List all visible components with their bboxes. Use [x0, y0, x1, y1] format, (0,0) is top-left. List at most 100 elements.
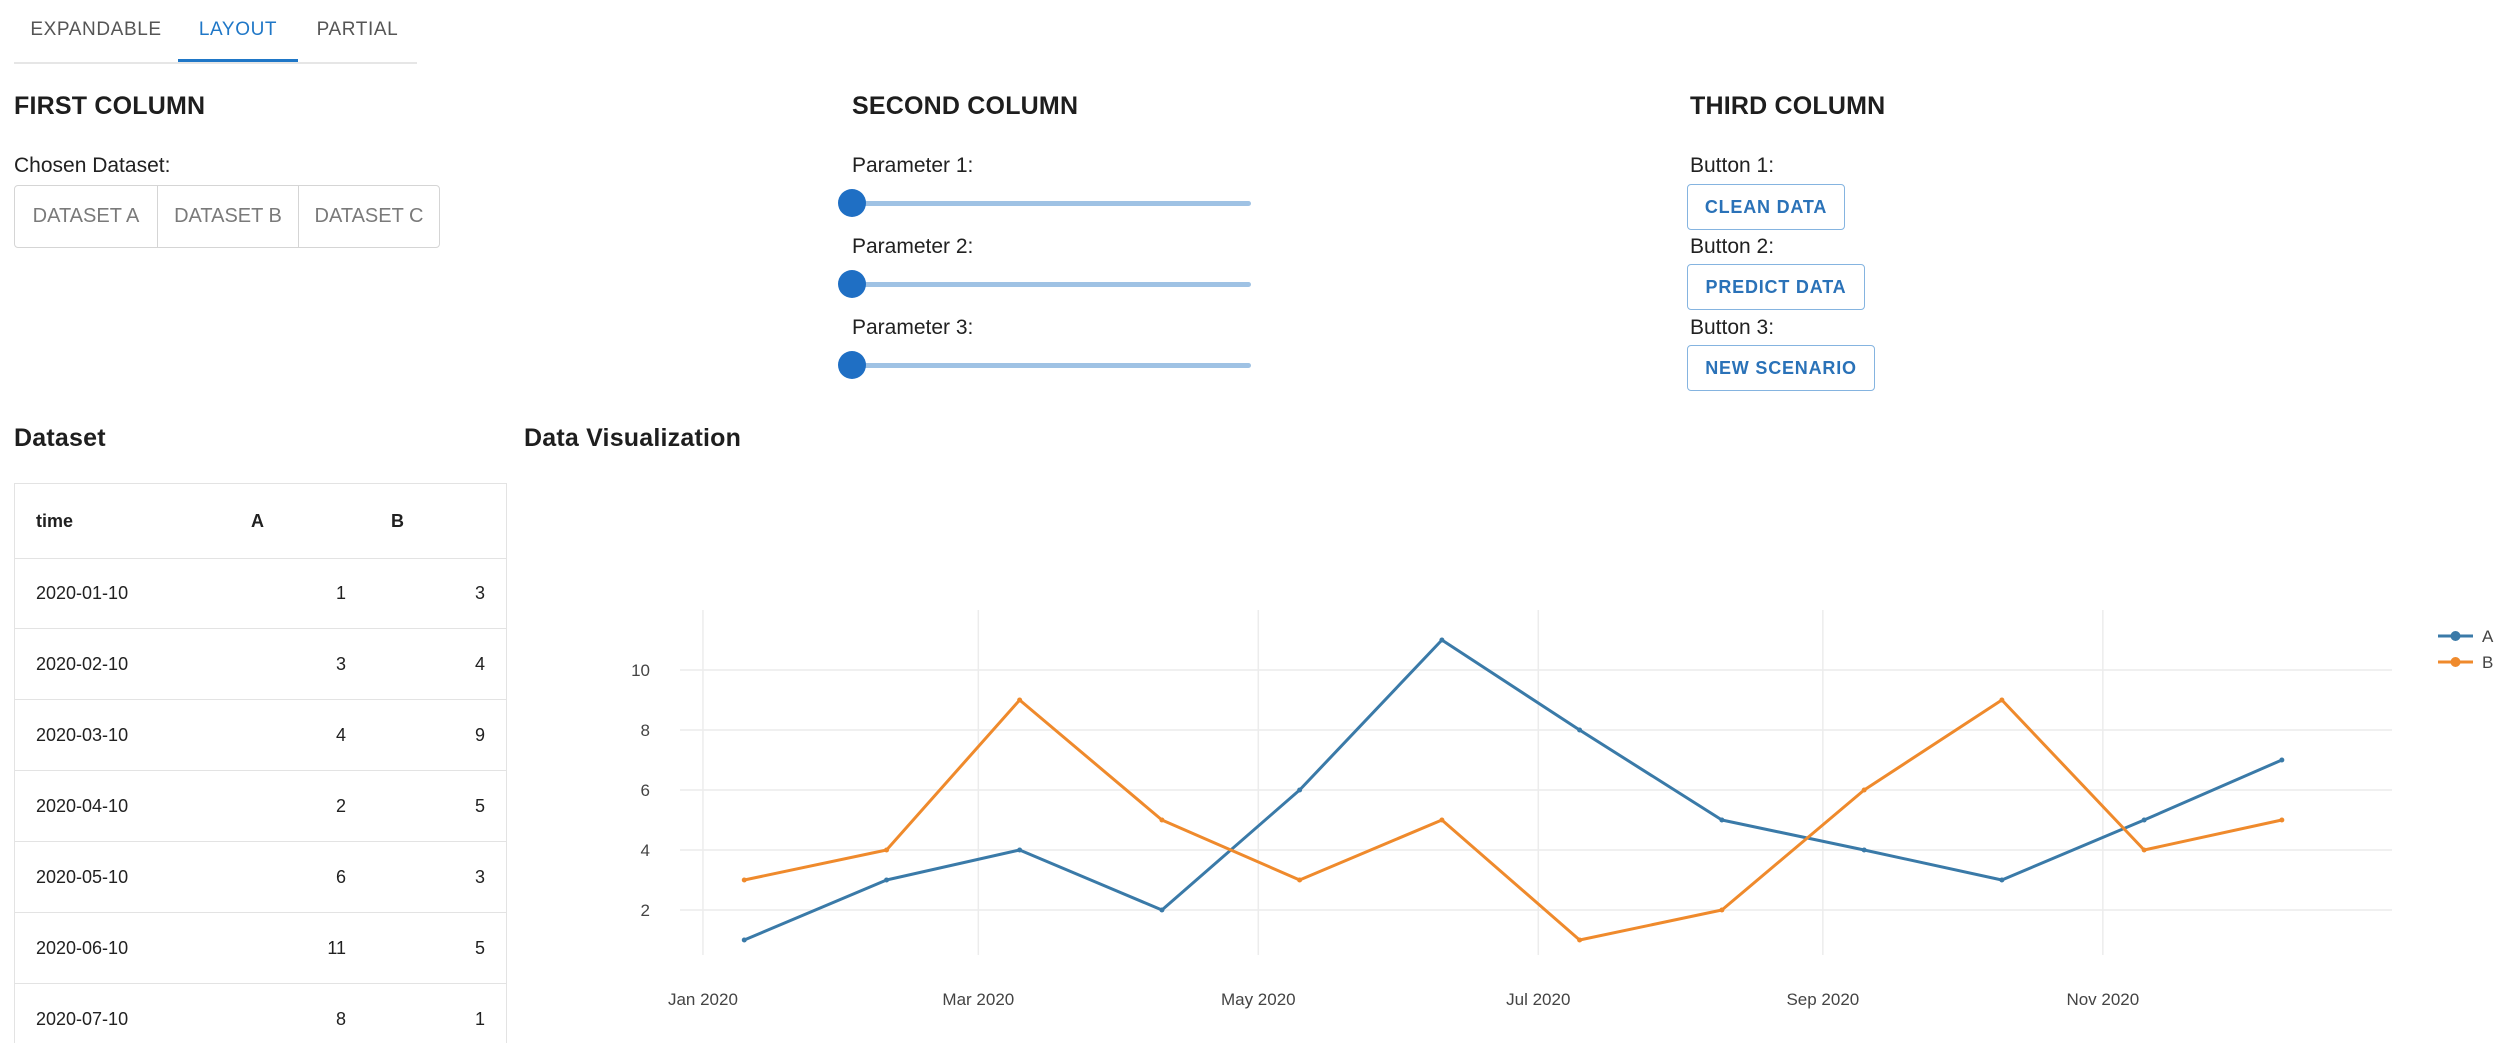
table-row: 2020-05-10 6 3 [15, 842, 506, 913]
parameter-1-label: Parameter 1: [852, 154, 974, 177]
cell-time: 2020-03-10 [36, 724, 129, 745]
table-row: 2020-04-10 2 5 [15, 771, 506, 842]
cell-b: 9 [474, 724, 485, 745]
cell-a: 11 [327, 937, 346, 958]
series-a-point [741, 937, 747, 943]
predict-data-button[interactable]: PREDICT DATA [1687, 264, 1865, 310]
cell-time: 2020-01-10 [36, 582, 129, 603]
cell-a: 1 [335, 582, 346, 603]
x-tick-label: May 2020 [1221, 990, 1296, 1009]
legend-label-a: A [2482, 627, 2494, 646]
x-tick-label: Jan 2020 [668, 990, 738, 1009]
table-row: 2020-06-10 11 5 [15, 913, 506, 984]
series-a-point [1999, 877, 2005, 883]
series-a-point [2279, 757, 2285, 763]
dataset-c-toggle[interactable]: DATASET C [314, 205, 424, 227]
dataset-toggle-group: DATASET A DATASET B DATASET C [14, 185, 440, 248]
dataset-b-toggle[interactable]: DATASET B [158, 186, 299, 247]
clean-data-button[interactable]: CLEAN DATA [1687, 184, 1845, 230]
series-a-point [1577, 727, 1583, 733]
slider-thumb[interactable] [838, 351, 866, 379]
parameter-1-slider[interactable] [838, 188, 1251, 218]
parameter-2-slider[interactable] [838, 269, 1251, 299]
chart-lines [743, 638, 2283, 942]
cell-time: 2020-04-10 [36, 795, 129, 816]
parameter-3-label: Parameter 3: [852, 316, 974, 339]
series-b-point [1861, 787, 1867, 793]
legend-swatch-marker [2450, 657, 2461, 667]
dataset-title: Dataset [14, 424, 106, 452]
cell-b: 5 [474, 937, 485, 958]
parameter-3-slider[interactable] [838, 350, 1251, 380]
series-b-point [1017, 697, 1023, 703]
cell-time: 2020-05-10 [36, 866, 129, 887]
series-b-point [1297, 877, 1303, 883]
column-header-time[interactable]: time [36, 510, 74, 531]
visualization-title: Data Visualization [524, 424, 742, 452]
slider-rail[interactable] [852, 363, 1251, 368]
table-row: 2020-07-10 8 1 [15, 984, 506, 1054]
tab-partial[interactable]: PARTIAL [316, 19, 399, 40]
series-b-point [1577, 937, 1583, 943]
series-b-point [884, 847, 890, 853]
series-b-line [743, 698, 2283, 942]
column-header-b[interactable]: B [391, 510, 404, 531]
cell-b: 4 [474, 653, 485, 674]
button-1-label: Button 1: [1690, 154, 1775, 177]
slider-rail[interactable] [852, 282, 1251, 287]
series-a-point [1439, 637, 1445, 643]
x-tick-label: Sep 2020 [1786, 990, 1859, 1009]
dataset-table: time A B 2020-01-10 1 3 2020-02-10 3 4 2… [14, 483, 507, 1043]
table-row: 2020-02-10 3 4 [15, 629, 506, 700]
x-tick-label: Nov 2020 [2066, 990, 2139, 1009]
chart-ticks: Jan 2020 Mar 2020 May 2020 Jul 2020 Sep 2020… [631, 661, 2139, 1009]
button-2-label: Button 2: [1690, 235, 1775, 258]
slider-thumb[interactable] [838, 270, 866, 298]
series-a-point [1297, 787, 1303, 793]
cell-b: 1 [474, 1008, 485, 1029]
cell-b: 3 [474, 866, 485, 887]
series-b-point [1439, 817, 1445, 823]
series-a-point [884, 877, 890, 883]
series-b-point [2141, 847, 2147, 853]
y-tick-label: 8 [641, 721, 650, 740]
table-header-row: time A B [15, 484, 506, 559]
table-row: 2020-01-10 1 3 [15, 558, 506, 629]
cell-time: 2020-02-10 [36, 653, 129, 674]
tab-layout[interactable]: LAYOUT [178, 0, 298, 62]
cell-a: 4 [335, 724, 346, 745]
second-column-title: SECOND COLUMN [852, 92, 1079, 120]
y-tick-label: 10 [631, 661, 650, 680]
dataset-a-toggle[interactable]: DATASET A [15, 186, 158, 247]
y-tick-label: 2 [641, 901, 650, 920]
chosen-dataset-label: Chosen Dataset: [14, 154, 171, 177]
series-b-point [2279, 817, 2285, 823]
cell-b: 3 [474, 582, 485, 603]
first-column-title: FIRST COLUMN [14, 92, 206, 120]
series-a-line [743, 638, 2283, 942]
series-a-point [1861, 847, 1867, 853]
parameter-2-label: Parameter 2: [852, 235, 974, 258]
cell-a: 3 [335, 653, 346, 674]
legend-swatch-marker [2450, 631, 2461, 641]
slider-thumb[interactable] [838, 189, 866, 217]
series-a-point [2141, 817, 2147, 823]
line-chart[interactable]: Jan 2020 Mar 2020 May 2020 Jul 2020 Sep 2020… [520, 610, 2513, 1031]
series-b-point [741, 877, 747, 883]
cell-a: 2 [335, 795, 346, 816]
new-scenario-button[interactable]: NEW SCENARIO [1687, 345, 1875, 391]
y-tick-label: 4 [641, 841, 650, 860]
table-row: 2020-03-10 4 9 [15, 700, 506, 771]
y-tick-label: 6 [641, 781, 650, 800]
series-a-point [1719, 817, 1725, 823]
chart-grid [680, 610, 2392, 955]
series-b-point [1159, 817, 1165, 823]
slider-rail[interactable] [852, 201, 1251, 206]
cell-b: 5 [474, 795, 485, 816]
tab-expandable[interactable]: EXPANDABLE [30, 19, 162, 40]
chart-legend: AB [2438, 627, 2494, 672]
series-b-point [1999, 697, 2005, 703]
cell-a: 6 [335, 866, 346, 887]
x-tick-label: Jul 2020 [1506, 990, 1570, 1009]
column-header-a[interactable]: A [251, 510, 264, 531]
